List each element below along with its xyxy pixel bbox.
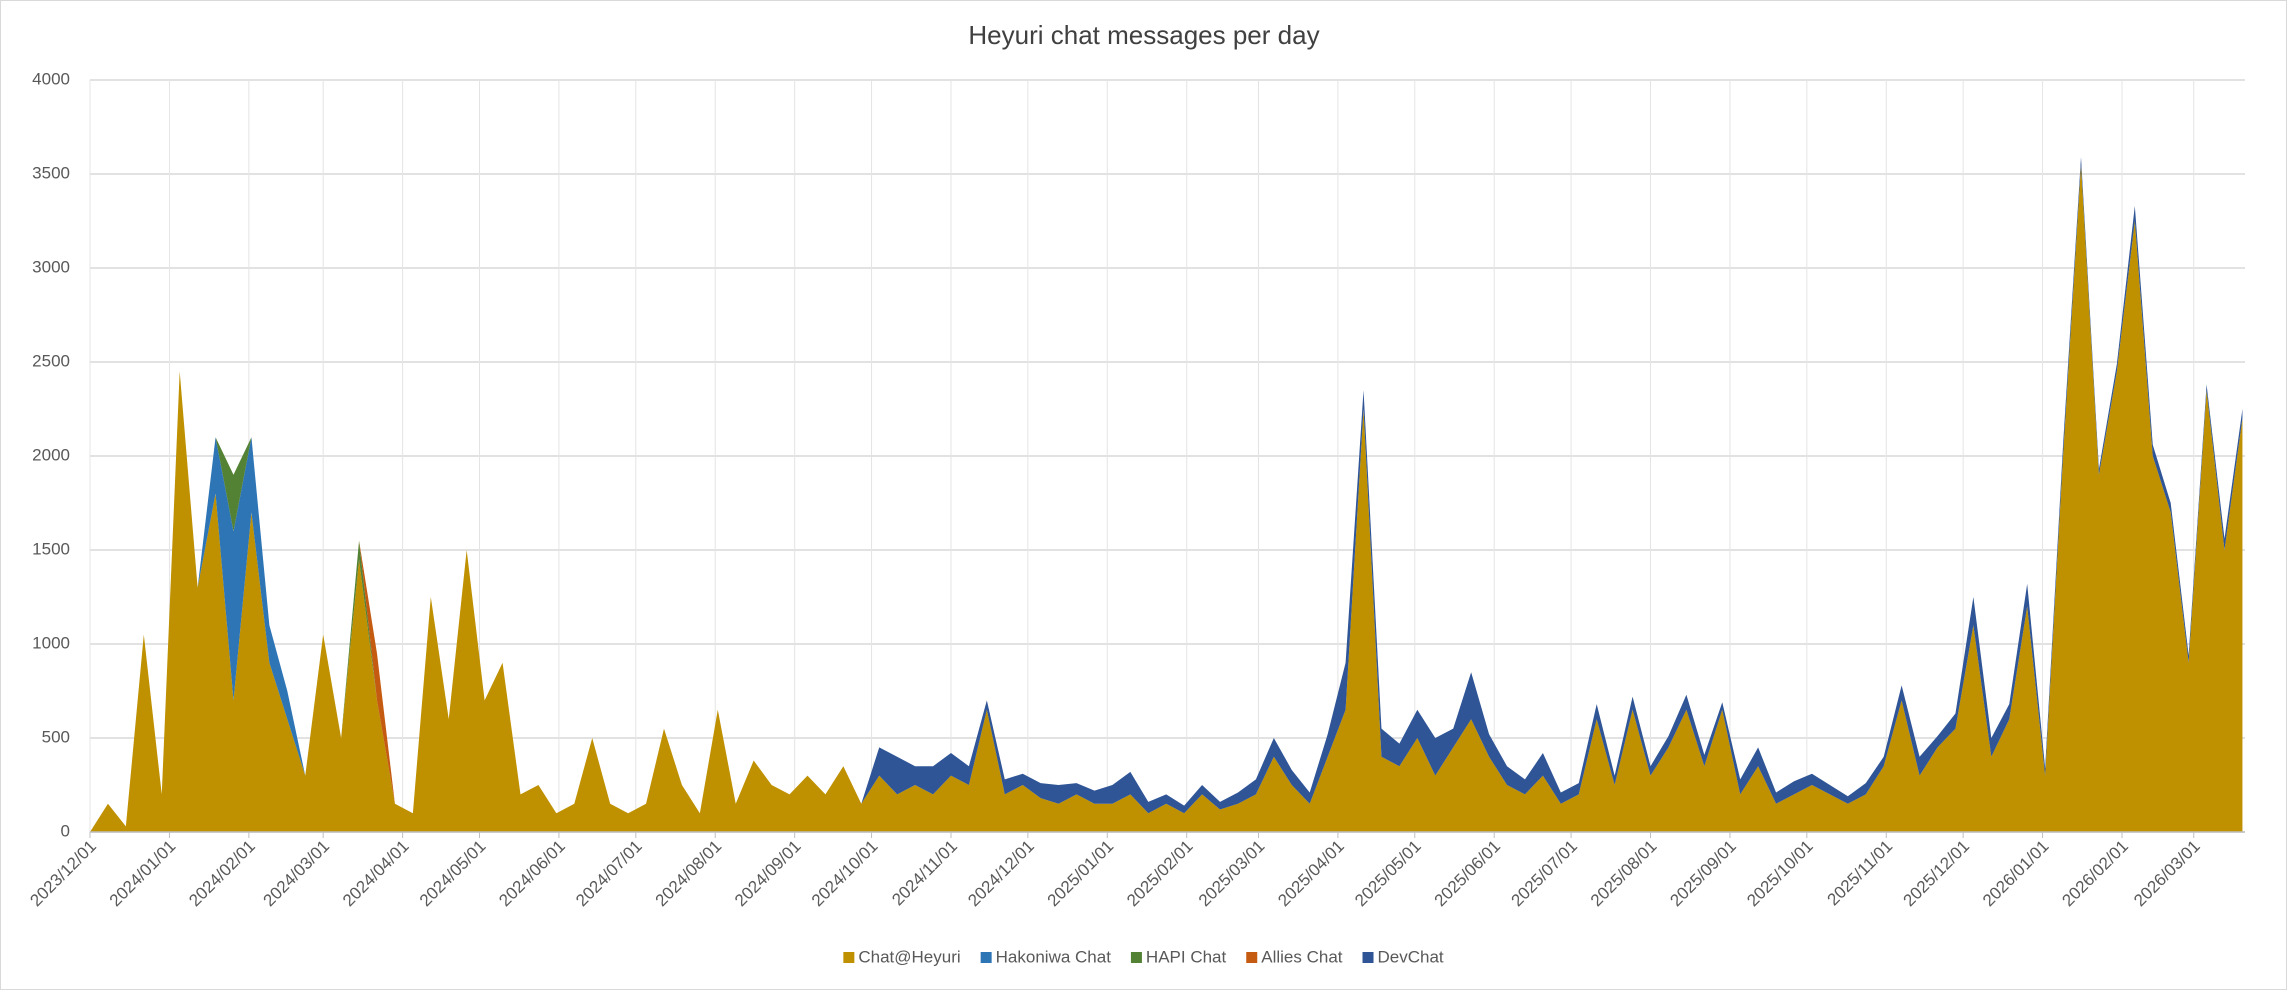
y-tick-label: 2000 [32,445,70,464]
legend-swatch [980,952,992,963]
y-tick-label: 4000 [32,69,70,88]
y-tick-label: 2500 [32,351,70,370]
chart-title: Heyuri chat messages per day [968,20,1319,50]
legend-label: HAPI Chat [1146,947,1227,966]
y-tick-label: 1000 [32,633,70,652]
legend-label: Chat@Heyuri [858,947,960,966]
y-tick-label: 0 [61,821,70,840]
y-tick-label: 1500 [32,539,70,558]
legend-label: Allies Chat [1261,947,1343,966]
legend-swatch [1130,952,1142,963]
legend-label: Hakoniwa Chat [996,947,1112,966]
legend: Chat@Heyuri Hakoniwa Chat HAPI Chat Allies … [843,947,1444,966]
area [90,164,2243,833]
legend-label: DevChat [1378,947,1444,966]
y-tick-label: 500 [42,727,70,746]
y-tick-label: 3500 [32,163,70,182]
legend-swatch [1362,952,1374,963]
legend-swatch [1246,952,1258,963]
legend-swatch [843,952,855,963]
y-tick-label: 3000 [32,257,70,276]
